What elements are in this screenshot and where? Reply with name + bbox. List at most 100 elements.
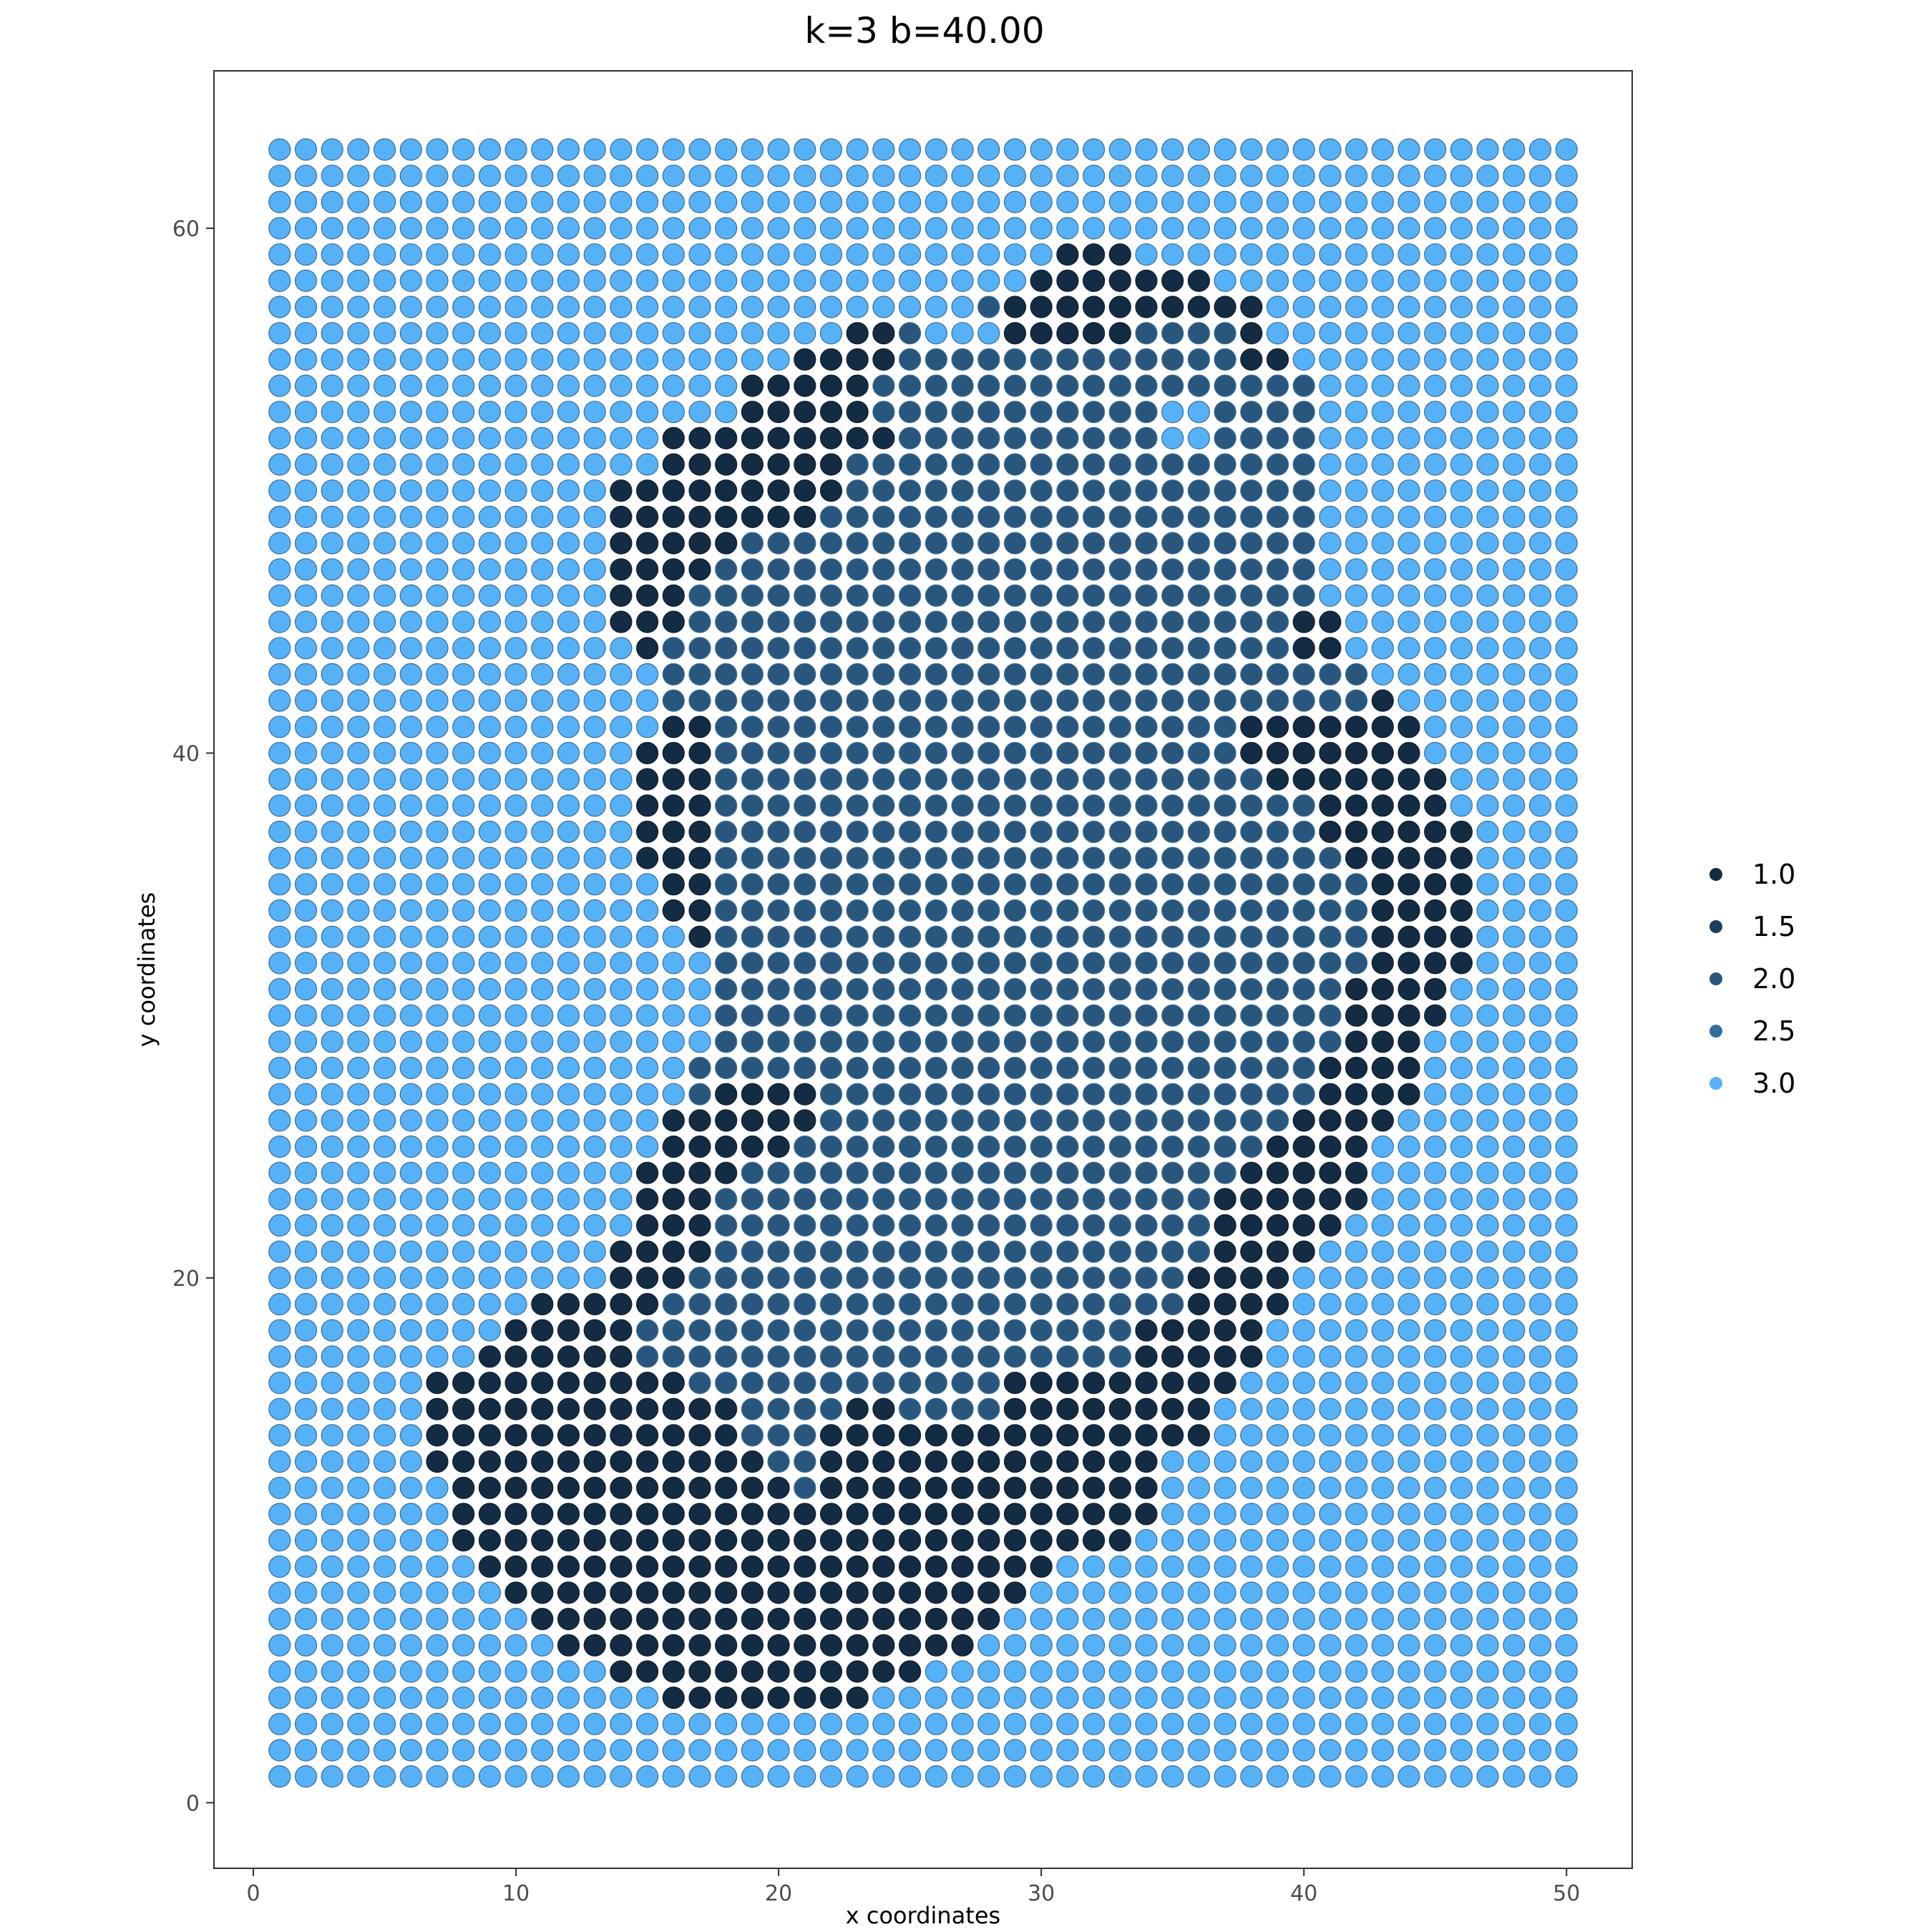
data-point — [426, 1345, 449, 1368]
data-point — [1214, 165, 1236, 187]
data-point — [531, 165, 554, 187]
data-point — [610, 1555, 633, 1578]
data-point — [1082, 348, 1106, 371]
data-point — [452, 1371, 475, 1395]
data-point — [452, 479, 475, 502]
data-point — [819, 1476, 843, 1499]
data-point — [557, 1345, 580, 1368]
data-point — [715, 1267, 738, 1289]
data-point — [1371, 296, 1394, 318]
data-point — [426, 768, 449, 791]
data-point — [347, 165, 370, 187]
data-point — [1528, 532, 1552, 555]
data-point — [610, 1214, 633, 1237]
data-point — [1266, 1135, 1289, 1158]
data-point — [1555, 1319, 1578, 1342]
data-point — [557, 505, 580, 529]
data-point — [1450, 1083, 1473, 1106]
data-point — [741, 1397, 764, 1420]
data-point — [1528, 1030, 1552, 1053]
data-point — [1292, 1739, 1315, 1762]
data-point — [1476, 1712, 1499, 1735]
data-point — [1003, 794, 1027, 817]
data-point — [1214, 1555, 1236, 1578]
data-point — [924, 190, 948, 213]
data-point — [1082, 1581, 1106, 1604]
data-point — [1135, 1214, 1158, 1237]
data-point — [1082, 873, 1106, 896]
data-point — [373, 479, 396, 502]
data-point — [741, 794, 764, 817]
data-point — [478, 1109, 502, 1132]
data-point — [1371, 1030, 1394, 1053]
data-point — [504, 1083, 527, 1106]
data-point — [741, 1424, 764, 1447]
data-point — [1030, 138, 1053, 161]
data-point — [1371, 1135, 1394, 1158]
data-point — [794, 716, 816, 738]
data-point — [1082, 243, 1106, 266]
data-point — [1266, 243, 1289, 266]
data-point — [635, 1476, 659, 1499]
data-point — [583, 1371, 606, 1395]
data-point — [819, 768, 843, 791]
data-point — [399, 1161, 422, 1184]
data-point — [1450, 1240, 1473, 1263]
data-point — [268, 401, 291, 424]
data-point — [1476, 1292, 1499, 1316]
data-point — [347, 899, 370, 922]
data-point — [583, 1712, 606, 1735]
data-point — [1555, 610, 1578, 633]
data-point — [1161, 768, 1184, 791]
data-point — [819, 217, 843, 240]
data-point — [715, 401, 738, 424]
data-point — [819, 479, 843, 502]
data-point — [1214, 925, 1236, 948]
data-point — [1161, 1030, 1184, 1053]
data-point — [1108, 558, 1131, 581]
data-point — [715, 820, 738, 844]
data-point — [1528, 1529, 1552, 1552]
data-point — [1319, 1161, 1342, 1184]
data-point — [268, 479, 291, 502]
data-point — [1450, 1267, 1473, 1289]
data-point — [1214, 741, 1236, 765]
data-point — [557, 1083, 580, 1106]
data-point — [794, 217, 816, 240]
data-point — [924, 1450, 948, 1473]
data-point — [872, 716, 895, 738]
data-point — [846, 1161, 869, 1184]
data-point — [1528, 637, 1552, 660]
data-point — [635, 217, 659, 240]
data-point — [977, 716, 1000, 738]
data-point — [794, 374, 816, 397]
data-point — [1450, 165, 1473, 187]
data-point — [794, 190, 816, 213]
data-point — [1161, 558, 1184, 581]
data-point — [347, 348, 370, 371]
data-point — [347, 1109, 370, 1132]
data-point — [635, 610, 659, 633]
data-point — [504, 610, 527, 633]
data-point — [1476, 1267, 1499, 1289]
data-point — [610, 1765, 633, 1788]
data-point — [1030, 1109, 1053, 1132]
data-point — [741, 296, 764, 318]
data-point — [741, 1450, 764, 1473]
data-point — [898, 190, 922, 213]
data-point — [1503, 1109, 1526, 1132]
data-point — [1503, 479, 1526, 502]
data-point — [610, 190, 633, 213]
data-point — [1292, 1660, 1315, 1683]
data-point — [872, 899, 895, 922]
chart-title: k=3 b=40.00 — [804, 10, 1044, 52]
data-point — [373, 1161, 396, 1184]
data-point — [373, 663, 396, 686]
data-point — [688, 1503, 711, 1526]
data-point — [1371, 899, 1394, 922]
data-point — [1187, 1135, 1211, 1158]
data-point — [872, 977, 895, 1001]
data-point — [1003, 977, 1027, 1001]
data-point — [1555, 426, 1578, 450]
data-point — [1345, 1581, 1368, 1604]
